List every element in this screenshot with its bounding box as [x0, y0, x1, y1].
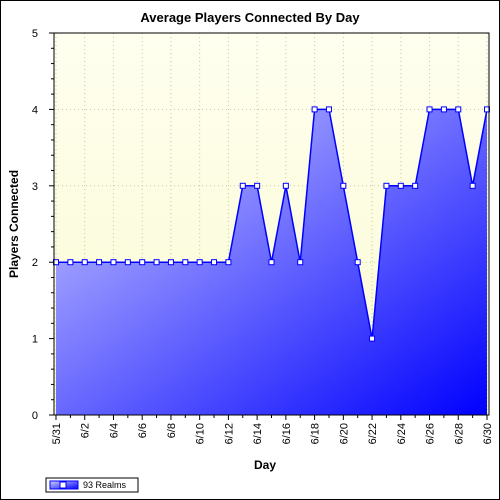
y-tick-label: 2 [32, 257, 38, 269]
x-tick-label: 6/8 [166, 423, 178, 438]
x-tick-label: 5/31 [51, 423, 63, 444]
data-point [139, 259, 146, 266]
y-tick-label: 3 [32, 181, 38, 193]
x-tick-label: 6/24 [396, 423, 408, 444]
x-tick-label: 6/22 [367, 423, 379, 444]
data-point [412, 182, 419, 189]
data-point [153, 259, 160, 266]
data-point [354, 259, 361, 266]
data-point [469, 182, 476, 189]
x-tick-label: 6/12 [223, 423, 235, 444]
data-point [167, 259, 174, 266]
data-point [254, 182, 261, 189]
data-point [440, 106, 447, 113]
data-point [426, 106, 433, 113]
data-point [182, 259, 189, 266]
data-point [268, 259, 275, 266]
data-point [369, 335, 376, 342]
y-tick-label: 1 [32, 334, 38, 346]
legend-marker [59, 481, 67, 489]
data-point [225, 259, 232, 266]
y-axis-label: Players Connected [7, 170, 21, 278]
data-point [239, 182, 246, 189]
data-point [455, 106, 462, 113]
data-point [397, 182, 404, 189]
y-tick-label: 5 [32, 28, 38, 40]
data-point [110, 259, 117, 266]
data-point [383, 182, 390, 189]
x-tick-label: 6/28 [453, 423, 465, 444]
x-tick-label: 6/14 [252, 423, 264, 444]
x-tick-label: 6/10 [195, 423, 207, 444]
data-point [211, 259, 218, 266]
x-tick-label: 6/2 [80, 423, 92, 438]
y-tick-label: 0 [32, 410, 38, 422]
x-tick-label: 6/18 [310, 423, 322, 444]
data-point [282, 182, 289, 189]
data-point [196, 259, 203, 266]
data-point [340, 182, 347, 189]
y-tick-label: 4 [32, 104, 38, 116]
data-point [297, 259, 304, 266]
x-axis: 5/31 6/2 6/4 6/6 6/8 6/10 6/12 6/14 6/16 6/18 6/20… [51, 415, 494, 444]
x-axis-label: Day [254, 458, 276, 472]
y-axis: 0 1 2 3 4 5 [32, 28, 54, 422]
data-point [67, 259, 74, 266]
x-tick-label: 6/4 [108, 423, 120, 438]
data-point [81, 259, 88, 266]
legend-label: 93 Realms [83, 480, 127, 490]
x-tick-label: 6/16 [281, 423, 293, 444]
chart-title: Average Players Connected By Day [140, 10, 360, 25]
x-tick-label: 6/6 [137, 423, 149, 438]
x-tick-label: 6/26 [425, 423, 437, 444]
data-point [96, 259, 103, 266]
x-tick-label: 6/30 [482, 423, 494, 444]
data-point [325, 106, 332, 113]
data-point [311, 106, 318, 113]
data-point [124, 259, 131, 266]
legend: 93 Realms [45, 477, 139, 493]
x-tick-label: 6/20 [338, 423, 350, 444]
